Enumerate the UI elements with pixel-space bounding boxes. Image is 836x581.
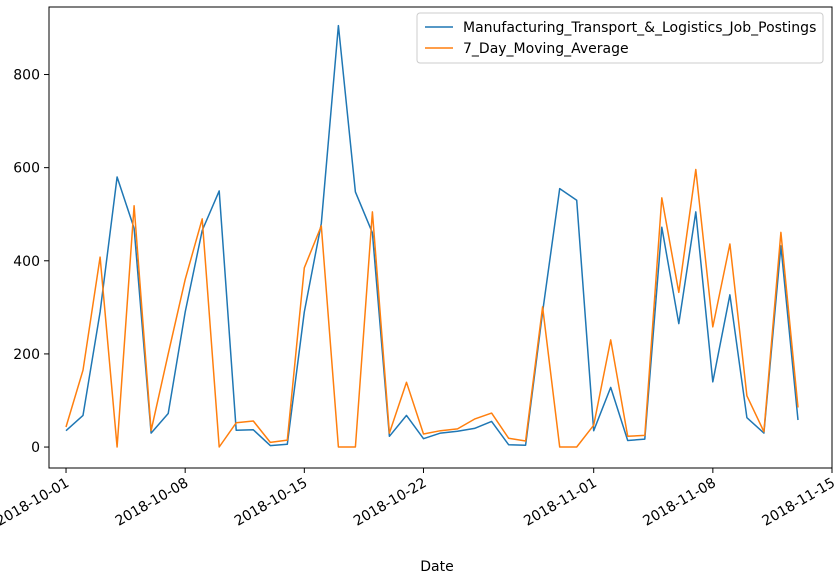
series-line-job-postings: [65, 24, 799, 447]
y-axis-ticks: 0 200 400 600 800: [13, 68, 49, 456]
y-tick-label: 600: [13, 161, 40, 177]
x-tick-label: 2018-11-01: [521, 475, 599, 530]
legend-box: [416, 12, 824, 64]
x-tick-label: 2018-11-08: [640, 475, 718, 530]
x-tick-label: 2018-10-08: [113, 475, 191, 530]
x-tick-label: 2018-10-01: [0, 475, 72, 530]
legend-label-moving-average: 7_Day_Moving_Average: [463, 41, 629, 57]
legend: Manufacturing_Transport_&_Logistics_Job_…: [416, 12, 824, 64]
x-tick-label: 2018-10-15: [232, 475, 310, 530]
legend-label-job-postings: Manufacturing_Transport_&_Logistics_Job_…: [463, 20, 816, 36]
y-tick-label: 200: [13, 347, 40, 363]
series-lines: [65, 24, 799, 448]
plot-frame: [48, 6, 833, 469]
x-axis-ticks: 2018-10-01 2018-10-08 2018-10-15 2018-10-22…: [0, 468, 836, 530]
x-tick-label: 2018-11-15: [760, 475, 836, 530]
y-tick-label: 0: [31, 440, 40, 456]
series-line-moving-average: [65, 168, 799, 448]
y-tick-label: 400: [13, 254, 40, 270]
x-tick-label: 2018-10-22: [351, 475, 429, 530]
x-axis-label: Date: [420, 559, 453, 575]
y-tick-label: 800: [13, 68, 40, 84]
